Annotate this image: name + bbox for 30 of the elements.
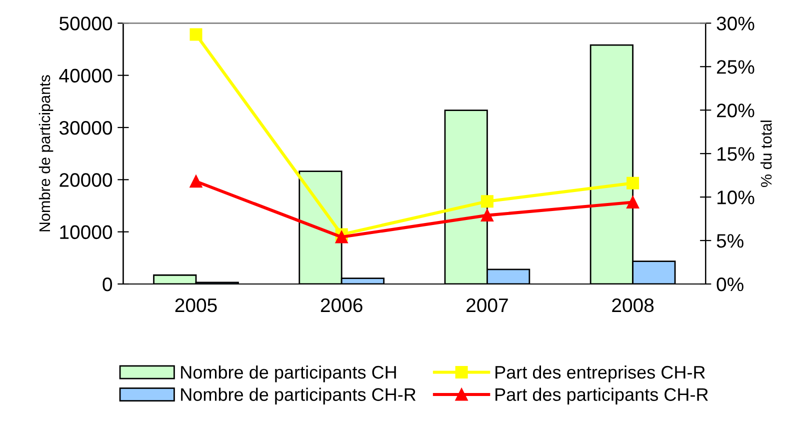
y-axis-title: Nombre de participants: [38, 75, 54, 232]
point: [626, 196, 640, 209]
x-tick-label: 2007: [466, 298, 508, 312]
point: [335, 230, 348, 244]
y-tick-label: 10000: [60, 225, 112, 240]
legend-label: Nombre de participants CH: [181, 365, 396, 382]
y-tick-label: 30000: [59, 120, 112, 135]
y2-tick-label: 20%: [716, 104, 754, 118]
x-tick-label: 2008: [612, 298, 654, 312]
point: [190, 28, 202, 41]
y2-tick-label: 25%: [716, 60, 754, 74]
legend-label: Nombre de participants CH-R: [181, 388, 416, 405]
y2-tick-label: 30%: [716, 16, 754, 30]
x-tick-label: 2005: [175, 298, 217, 312]
point: [190, 175, 202, 188]
y2-tick-label: 10%: [718, 190, 754, 204]
point: [480, 195, 494, 208]
y2-tick-label: 0%: [716, 277, 744, 292]
point: [626, 176, 640, 190]
y-tick-label: 0: [102, 277, 112, 292]
legend-label: Part des participants CH-R: [496, 388, 708, 405]
y-tick-label: 20000: [60, 173, 112, 187]
point: [480, 209, 494, 222]
x-tick-label: 2006: [320, 298, 362, 312]
y-tick-label: 50000: [59, 16, 112, 30]
y2-tick-label: 5%: [716, 234, 744, 248]
y-tick-label: 40000: [59, 68, 112, 83]
y2-tick-label: 15%: [718, 147, 754, 161]
y2-axis-title: % du total: [760, 120, 772, 188]
legend-label: Part des entreprises CH-R: [496, 365, 705, 382]
